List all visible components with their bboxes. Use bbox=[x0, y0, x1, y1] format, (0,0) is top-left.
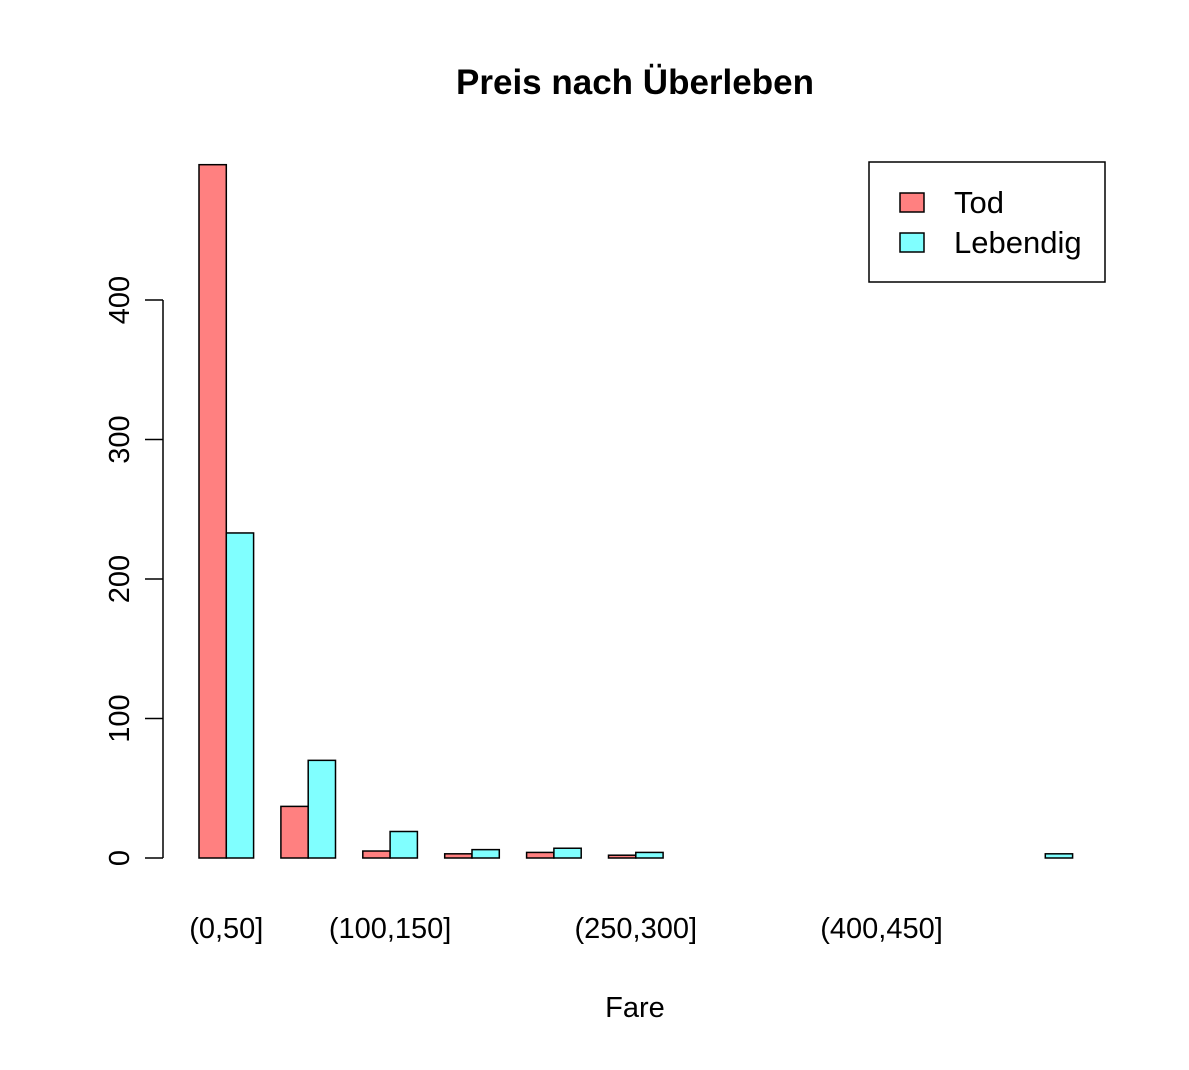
bar-tod-0 bbox=[198, 163, 228, 859]
bar-lebendig-4 bbox=[553, 847, 582, 859]
x-tick-label: (0,50] bbox=[189, 913, 263, 945]
legend-label-lebendig: Lebendig bbox=[954, 225, 1082, 260]
bar-tod-4 bbox=[525, 851, 555, 859]
x-tick-label: (250,300] bbox=[575, 913, 698, 945]
legend: Tod Lebendig bbox=[868, 161, 1106, 283]
x-tick-label: (400,450] bbox=[820, 913, 943, 945]
legend-swatch-lebendig bbox=[899, 232, 925, 253]
bar-tod-3 bbox=[443, 853, 473, 859]
legend-swatch-tod bbox=[899, 192, 925, 213]
y-tick-label: 100 bbox=[104, 694, 136, 742]
y-tick-label: 200 bbox=[104, 555, 136, 603]
y-axis: 0 100 200 300 400 bbox=[104, 276, 164, 866]
chart-title: Preis nach Überleben bbox=[456, 63, 814, 102]
bar-lebendig-1 bbox=[307, 759, 337, 859]
y-tick-label: 400 bbox=[104, 276, 136, 324]
bars bbox=[198, 163, 1074, 859]
legend-label-tod: Tod bbox=[954, 185, 1004, 220]
x-tick-label: (100,150] bbox=[329, 913, 452, 945]
bar-lebendig-10 bbox=[1044, 853, 1074, 859]
y-tick-label: 300 bbox=[104, 415, 136, 463]
bar-tod-2 bbox=[362, 850, 391, 859]
x-axis-label: Fare bbox=[605, 992, 665, 1024]
y-tick-label: 0 bbox=[104, 850, 136, 866]
legend-box bbox=[868, 161, 1106, 283]
bar-lebendig-3 bbox=[471, 848, 501, 859]
bar-lebendig-5 bbox=[635, 851, 664, 859]
bar-lebendig-2 bbox=[389, 830, 419, 859]
x-tick-labels: (0,50] (100,150] (250,300] (400,450] bbox=[189, 913, 943, 945]
bar-tod-5 bbox=[607, 854, 637, 859]
bar-tod-1 bbox=[280, 805, 309, 859]
bar-lebendig-0 bbox=[225, 532, 255, 859]
